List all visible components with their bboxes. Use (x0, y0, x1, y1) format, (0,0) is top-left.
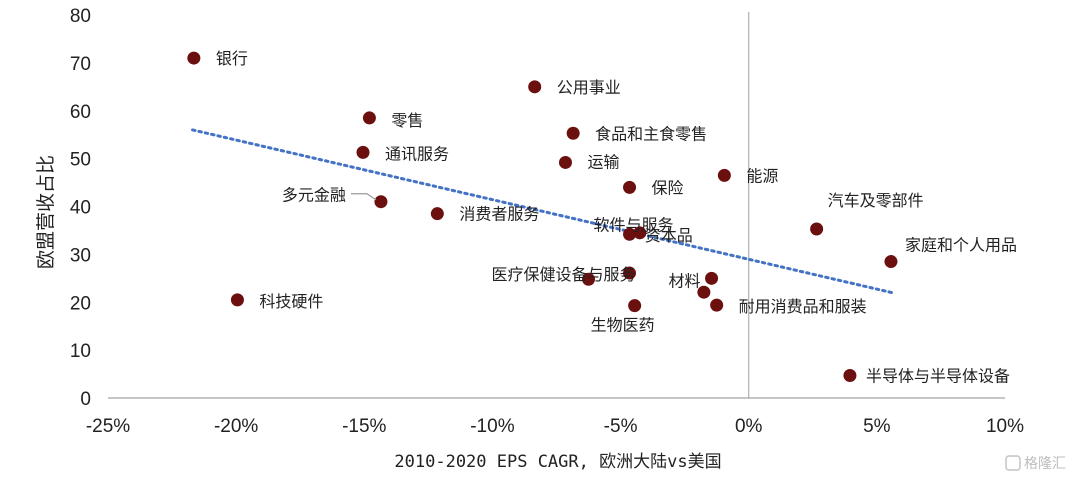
y-tick-label: 50 (70, 150, 91, 171)
x-tick-label: -20% (214, 416, 258, 437)
x-tick-label: -5% (604, 416, 638, 437)
point-label: 公用事业 (557, 78, 621, 97)
watermark-text: 格隆汇 (1024, 456, 1066, 472)
y-tick-label: 70 (70, 54, 91, 75)
data-point (582, 272, 596, 286)
trendline-layer (191, 128, 894, 295)
y-tick-label: 0 (80, 389, 91, 410)
data-point (623, 180, 637, 194)
data-point (717, 168, 731, 182)
point-label: 运输 (587, 152, 619, 171)
point-label: 银行 (216, 49, 248, 68)
point-label: 食品和主食零售 (595, 124, 707, 143)
point-label: 半导体与半导体设备 (866, 366, 1010, 385)
point-label: 消费者服务 (459, 205, 539, 224)
point-label: 耐用消费品和服装 (739, 297, 867, 316)
data-point (884, 255, 898, 269)
y-tick-label: 30 (70, 245, 91, 266)
data-point (374, 195, 388, 209)
point-label: 家庭和个人用品 (905, 236, 1017, 255)
point-label: 汽车及零部件 (828, 191, 924, 210)
data-point (558, 155, 572, 169)
data-point (810, 222, 824, 236)
y-tick-label: 40 (70, 198, 91, 219)
data-point (430, 207, 444, 221)
data-point (187, 51, 201, 65)
point-label: 软件与服务 (594, 215, 674, 234)
y-tick-label: 80 (70, 6, 91, 27)
trend-line (191, 128, 894, 295)
y-tick-label: 10 (70, 341, 91, 362)
point-label: 生物医药 (591, 316, 655, 335)
point-label: 医疗保健设备与服务 (492, 265, 636, 284)
data-point (710, 298, 724, 312)
y-tick-labels: 0 10 20 30 40 50 60 70 80 (70, 6, 91, 410)
data-point (623, 266, 637, 280)
data-point (633, 226, 647, 240)
x-tick-labels: -25% -20% -15% -10% -5% 0% 5% 10% (86, 416, 1024, 437)
data-point (528, 80, 542, 94)
point-label: 多元金融 (282, 186, 346, 205)
x-tick-label: 0% (735, 416, 763, 437)
point-label: 科技硬件 (259, 292, 323, 311)
point-label: 资本品 (645, 226, 693, 245)
label-leader-line (350, 193, 377, 201)
x-axis-title: 2010-2020 EPS CAGR, 欧洲大陆vs美国 (394, 452, 721, 472)
x-tick-label: 10% (986, 416, 1024, 437)
x-tick-label: -15% (342, 416, 386, 437)
point-label: 通讯服务 (385, 144, 449, 163)
data-points (187, 51, 898, 382)
data-point (566, 126, 580, 140)
data-point (843, 368, 857, 382)
point-label: 零售 (391, 111, 423, 130)
x-tick-label: -25% (86, 416, 130, 437)
watermark: 格隆汇 (1005, 455, 1066, 472)
y-tick-label: 60 (70, 102, 91, 123)
y-tick-label: 20 (70, 293, 91, 314)
x-tick-label: -10% (470, 416, 514, 437)
data-point (697, 285, 711, 299)
data-point (230, 293, 244, 307)
data-point (362, 111, 376, 125)
x-tick-label: 5% (863, 416, 891, 437)
data-point (628, 299, 642, 313)
point-label: 材料 (669, 271, 701, 290)
data-point (623, 227, 637, 241)
y-axis-title: 欧盟营收占比 (35, 155, 57, 269)
watermark-logo-icon (1005, 455, 1021, 471)
data-point (356, 145, 370, 159)
point-label: 保险 (652, 178, 684, 197)
data-point (705, 271, 719, 285)
point-label: 能源 (746, 166, 778, 185)
